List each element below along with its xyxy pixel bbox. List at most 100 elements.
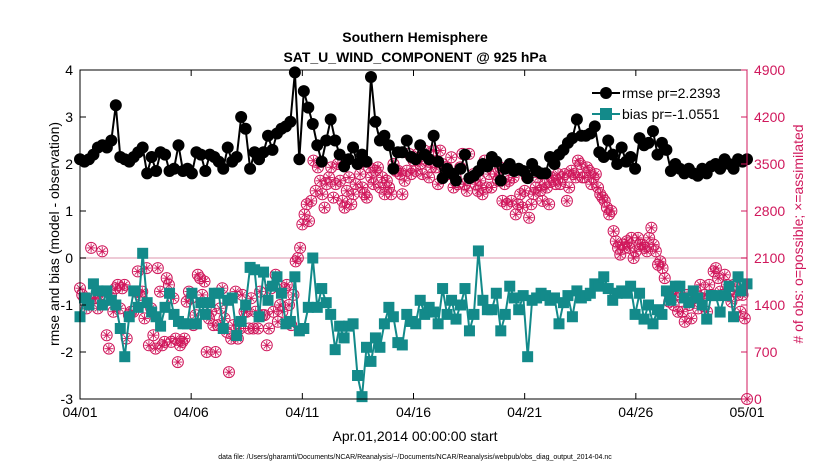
obs-assimilated-marker (317, 189, 327, 199)
y-right-axis-ticks: 0 700 1400 2100 2800 3500 4200 4900 (741, 62, 785, 407)
bias-point (701, 313, 713, 325)
bias-point (490, 287, 502, 299)
obs-possible-marker (563, 181, 576, 194)
obs-assimilated-marker (342, 186, 352, 196)
obs-assimilated-marker (362, 193, 372, 203)
obs-assimilated-marker (433, 179, 443, 189)
obs-assimilated-marker (86, 243, 96, 253)
rmse-point (436, 172, 449, 185)
obs-assimilated-marker (629, 253, 639, 263)
obs-assimilated-marker (133, 266, 143, 276)
obs-assimilated-marker (117, 283, 127, 293)
bias-point (195, 297, 207, 309)
bias-point (78, 292, 90, 304)
bias-point (656, 308, 668, 320)
obs-assimilated-marker (384, 183, 394, 192)
bias-point (428, 306, 440, 318)
bias-point (696, 299, 708, 311)
bias-point (513, 304, 525, 316)
rmse-point (235, 111, 248, 123)
legend-rmse-label: rmse pr=2.2393 (622, 85, 721, 101)
obs-assimilated-marker (651, 246, 661, 256)
bias-point (665, 294, 677, 306)
obs-assimilated-marker (655, 256, 665, 266)
rmse-point (521, 172, 534, 185)
obs-possible-marker (583, 164, 596, 177)
obs-assimilated-marker (364, 162, 374, 172)
obs-assimilated-marker (417, 169, 427, 179)
rmse-point (360, 155, 373, 168)
obs-assimilated-marker (562, 196, 572, 206)
obs-possible-marker (505, 194, 518, 207)
obs-assimilated-marker (520, 186, 530, 196)
bias-point (472, 245, 484, 257)
obs-assimilated-marker (609, 226, 619, 236)
obs-assimilated-marker (542, 183, 552, 192)
bias-point (316, 283, 328, 295)
obs-assimilated-marker (686, 313, 696, 323)
rmse-point (615, 141, 628, 154)
obs-possible-marker (147, 329, 160, 342)
obs-possible-marker (485, 181, 498, 194)
obs-assimilated-marker (360, 189, 370, 199)
obs-possible-marker (620, 235, 633, 248)
obs-assimilated-marker (713, 273, 723, 283)
obs-assimilated-marker (555, 179, 565, 189)
rmse-point (185, 167, 198, 180)
obs-possible-marker (209, 346, 222, 358)
obs-assimilated-marker (624, 243, 634, 253)
obs-possible-marker (585, 178, 598, 191)
obs-assimilated-marker (162, 273, 172, 283)
bias-point (289, 271, 301, 283)
obs-possible-marker (294, 241, 307, 254)
obs-assimilated-marker (155, 287, 165, 297)
obs-possible-marker (360, 191, 373, 204)
obs-possible-marker (262, 322, 275, 335)
obs-assimilated-marker (246, 293, 256, 303)
obs-assimilated-marker (102, 330, 112, 340)
obs-assimilated-marker (111, 283, 121, 293)
obs-possible-marker (171, 356, 184, 369)
bias-point (638, 313, 650, 325)
obs-assimilated-marker (151, 344, 161, 354)
obs-assimilated-marker (524, 213, 534, 223)
rmse-point (199, 165, 212, 178)
obs-assimilated-marker (277, 307, 287, 317)
obs-assimilated-marker (206, 307, 216, 317)
obs-assimilated-marker (511, 209, 521, 219)
bias-point (674, 280, 686, 292)
bias-point (562, 290, 574, 302)
obs-possible-marker (102, 342, 115, 355)
obs-assimilated-marker (557, 172, 567, 182)
bias-point (607, 294, 619, 306)
bias-point (486, 304, 498, 316)
rmse-point (159, 148, 172, 161)
obs-possible-marker (149, 342, 162, 355)
y-right-tick-label: 4900 (754, 62, 785, 78)
obs-assimilated-marker (411, 166, 421, 176)
obs-possible-marker (543, 198, 556, 211)
obs-assimilated-marker (333, 159, 343, 169)
obs-possible-marker (300, 198, 313, 211)
obs-possible-marker (371, 161, 384, 174)
obs-assimilated-marker (200, 277, 210, 286)
obs-possible-marker (340, 184, 353, 197)
obs-assimilated-marker (211, 347, 221, 357)
obs-assimilated-marker (506, 196, 516, 206)
obs-assimilated-marker (486, 183, 496, 192)
bias-point (235, 315, 247, 327)
rmse-point (369, 115, 382, 128)
bias-point (271, 271, 283, 283)
obs-possible-marker (349, 178, 362, 191)
rmse-point (311, 139, 324, 152)
obs-assimilated-marker (509, 172, 519, 182)
obs-assimilated-marker (424, 172, 434, 182)
bias-point (549, 292, 561, 304)
x-tick-label: 05/01 (729, 404, 764, 420)
bias-point (625, 280, 637, 292)
y-right-tick-label: 2800 (754, 203, 785, 219)
obs-assimilated-marker (237, 290, 247, 300)
bias-point (378, 318, 390, 330)
x-tick-label: 04/06 (174, 404, 209, 420)
rmse-point (624, 150, 637, 163)
